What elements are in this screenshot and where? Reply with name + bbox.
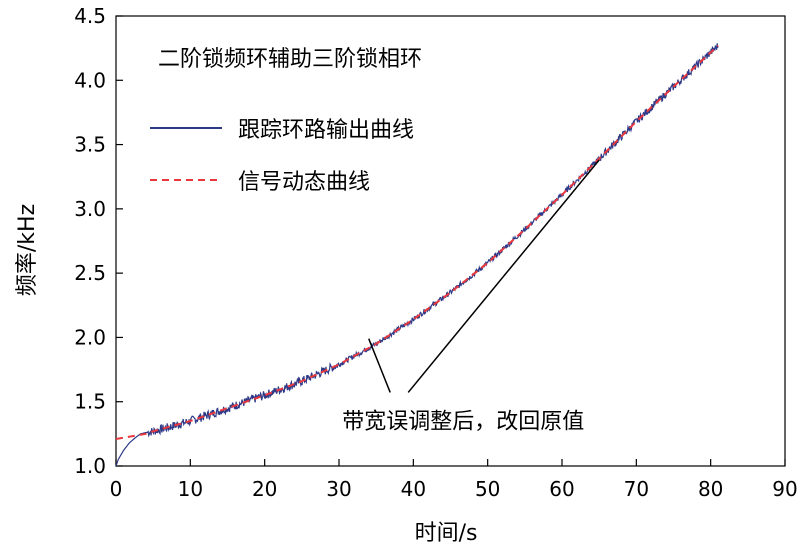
legend-label-signal-dynamic: 信号动态曲线 bbox=[238, 170, 370, 195]
x-tick-label: 60 bbox=[549, 477, 574, 501]
series-line-tracking-output bbox=[115, 43, 719, 467]
annotation-layer: 带宽误调整后，改回原值 bbox=[342, 159, 600, 434]
x-tick-label: 10 bbox=[178, 477, 203, 501]
annotation-pointer-line bbox=[407, 159, 600, 393]
legend-label-tracking-output: 跟踪环路输出曲线 bbox=[238, 118, 414, 143]
y-tick-label: 2.0 bbox=[74, 325, 106, 349]
y-tick-label: 4.0 bbox=[74, 68, 106, 92]
x-tick-label: 20 bbox=[252, 477, 277, 501]
legend: 跟踪环路输出曲线 信号动态曲线 bbox=[150, 118, 414, 195]
x-tick-label: 70 bbox=[624, 477, 649, 501]
series-line-signal-dynamic bbox=[115, 44, 719, 440]
x-tick-label: 50 bbox=[475, 477, 500, 501]
annotation-text: 带宽误调整后，改回原值 bbox=[342, 409, 584, 434]
x-tick-label: 0 bbox=[110, 477, 123, 501]
x-tick-label: 40 bbox=[401, 477, 426, 501]
plot-area-frame bbox=[115, 15, 786, 467]
x-axis-title: 时间/s bbox=[415, 521, 478, 546]
x-axis-ticks: 0 10 20 30 40 50 60 70 80 90 bbox=[110, 459, 798, 501]
y-tick-label: 2.5 bbox=[74, 261, 106, 285]
x-tick-label: 80 bbox=[698, 477, 723, 501]
y-axis-title: 频率/kHz bbox=[15, 204, 40, 296]
y-tick-label: 1.5 bbox=[74, 390, 106, 414]
y-tick-label: 1.0 bbox=[74, 454, 106, 478]
y-tick-label: 3.5 bbox=[74, 133, 106, 157]
y-tick-label: 3.0 bbox=[74, 197, 106, 221]
y-tick-label: 4.5 bbox=[74, 4, 106, 28]
annotation-pointer-line bbox=[368, 338, 391, 393]
x-tick-label: 90 bbox=[772, 477, 797, 501]
y-axis-ticks: 1.0 1.5 2.0 2.5 3.0 3.5 4.0 4.5 bbox=[74, 4, 123, 478]
x-tick-label: 30 bbox=[326, 477, 351, 501]
series-layer bbox=[115, 43, 719, 467]
chart-title: 二阶锁频环辅助三阶锁相环 bbox=[158, 47, 422, 72]
